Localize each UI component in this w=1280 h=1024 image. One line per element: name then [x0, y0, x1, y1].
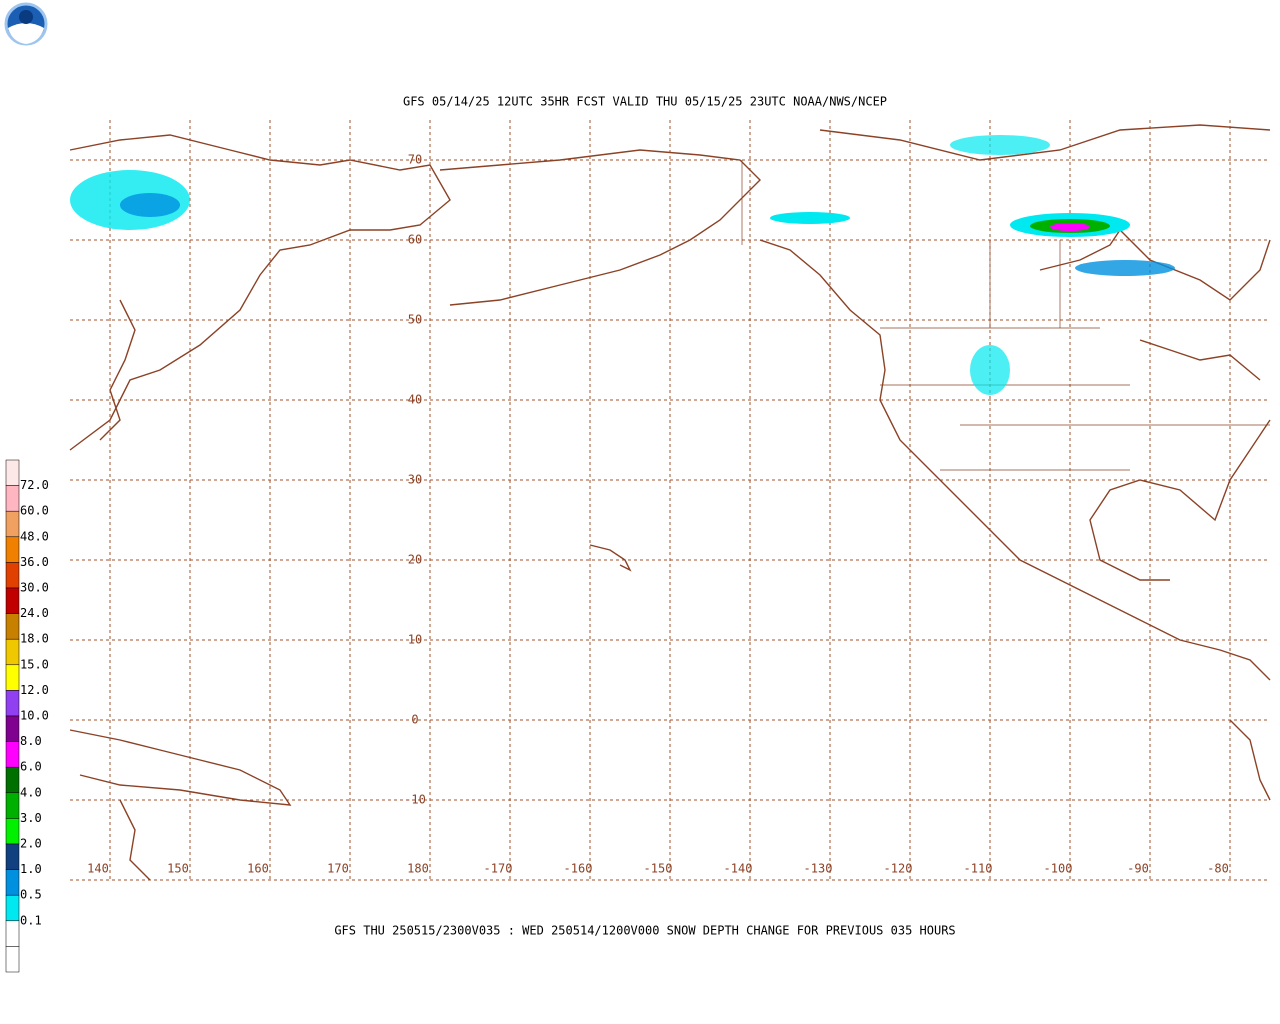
lon-label: -90 — [1127, 862, 1149, 876]
title: GFS 05/14/25 12UTC 35HR FCST VALID THU 0… — [403, 95, 887, 109]
lon-label: 170 — [327, 862, 349, 876]
lon-label: -120 — [884, 862, 913, 876]
lat-label: 30 — [408, 473, 422, 487]
legend-label: 10.0 — [20, 709, 49, 723]
lat-label: 0 — [411, 713, 418, 727]
legend-label: 0.1 — [20, 913, 42, 927]
legend-swatch — [5, 766, 20, 794]
legend-swatch — [5, 792, 20, 819]
legend-swatch — [5, 920, 20, 947]
legend-label: 72.0 — [20, 478, 49, 492]
legend-swatch — [5, 715, 20, 742]
legend-swatch — [5, 946, 20, 973]
legend-label: 6.0 — [20, 760, 42, 774]
legend-label: 48.0 — [20, 529, 49, 543]
grid: 70 60 50 40 30 20 10 0 -10 140 150 160 170 180 -170 -16… — [70, 120, 1270, 881]
legend-label: 3.0 — [20, 811, 42, 825]
lon-label: -170 — [484, 862, 513, 876]
legend-label: 24.0 — [20, 606, 49, 620]
legend-swatch — [5, 869, 20, 896]
legend-swatch — [5, 510, 20, 538]
lat-label: 70 — [408, 153, 422, 167]
legend-swatch — [5, 664, 20, 691]
legend-label: 15.0 — [20, 657, 49, 671]
legend-label: 60.0 — [20, 504, 49, 518]
legend-swatch — [5, 485, 20, 512]
lon-label: 180 — [407, 862, 429, 876]
caption: GFS THU 250515/2300V035 : WED 250514/120… — [334, 924, 955, 938]
legend-swatch — [5, 894, 20, 922]
legend-swatch — [5, 741, 20, 768]
lon-label: -100 — [1044, 862, 1073, 876]
legend-label: 8.0 — [20, 734, 42, 748]
legend-label: 36.0 — [20, 555, 49, 569]
legend-swatch — [5, 690, 20, 717]
legend-swatch — [5, 818, 20, 845]
lon-label: 160 — [247, 862, 269, 876]
lon-label: -150 — [644, 862, 673, 876]
lon-label: -110 — [964, 862, 993, 876]
lat-label: 10 — [408, 633, 422, 647]
legend-label: 2.0 — [20, 837, 42, 851]
legend-swatch — [5, 843, 20, 870]
lat-label: 50 — [408, 313, 422, 327]
lat-label: -10 — [404, 793, 426, 807]
legend-swatch — [5, 536, 20, 563]
lon-label: -140 — [724, 862, 753, 876]
legend-swatch — [5, 562, 20, 589]
legend-swatch — [5, 638, 20, 666]
coastlines — [69, 124, 1271, 881]
legend-label: 0.5 — [20, 888, 42, 902]
legend-label: 30.0 — [20, 581, 49, 595]
lat-label: 20 — [408, 553, 422, 567]
legend-label: 4.0 — [20, 785, 42, 799]
lat-label: 40 — [408, 393, 422, 407]
lon-label: 140 — [87, 862, 109, 876]
lon-label: 150 — [167, 862, 189, 876]
legend-label: 1.0 — [20, 862, 42, 876]
legend: 72.0 60.0 48.0 36.0 30.0 24.0 18.0 15.0 12.0 10.0… — [5, 459, 49, 973]
noaa-logo — [4, 2, 48, 46]
lon-label: -130 — [804, 862, 833, 876]
legend-swatch — [5, 587, 20, 614]
snow-areas — [70, 135, 1175, 395]
legend-swatch — [5, 459, 20, 486]
lon-label: -80 — [1207, 862, 1229, 876]
lon-label: -160 — [564, 862, 593, 876]
lat-label: 60 — [408, 233, 422, 247]
legend-swatch — [5, 613, 20, 640]
legend-label: 18.0 — [20, 632, 49, 646]
legend-label: 12.0 — [20, 683, 49, 697]
